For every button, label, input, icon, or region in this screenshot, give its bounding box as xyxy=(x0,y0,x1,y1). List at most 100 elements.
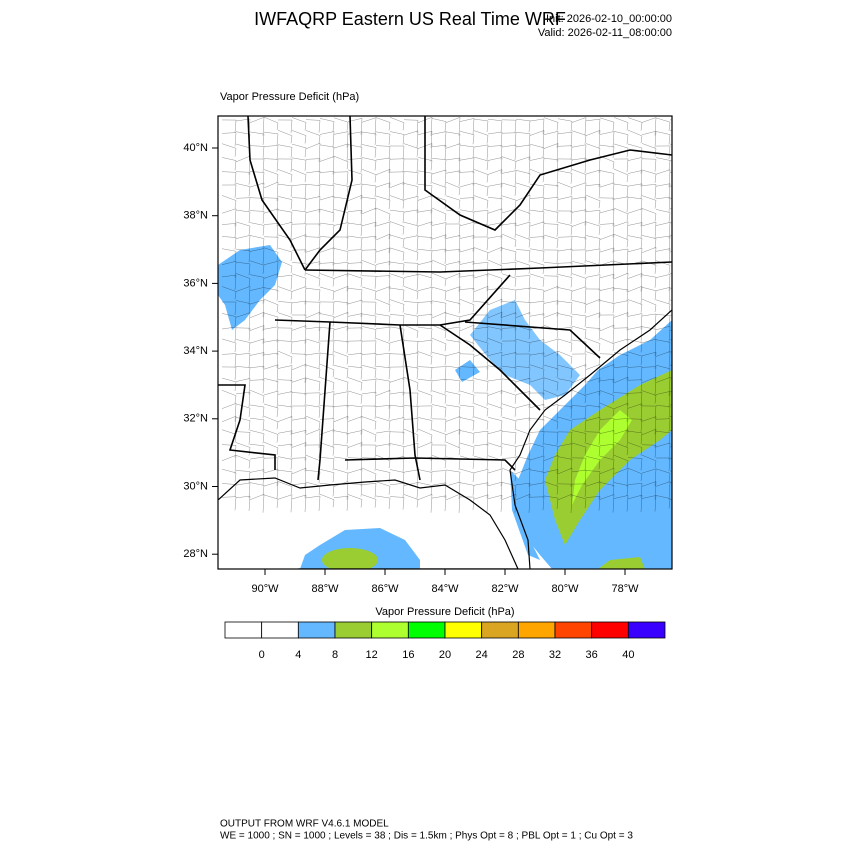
county xyxy=(641,287,657,301)
county xyxy=(319,418,335,433)
county xyxy=(431,324,447,339)
county xyxy=(431,454,447,469)
county xyxy=(333,286,349,305)
county xyxy=(221,415,237,435)
county xyxy=(473,443,489,459)
county xyxy=(487,235,503,252)
county xyxy=(599,197,615,211)
county xyxy=(263,236,279,250)
county xyxy=(613,117,629,131)
county xyxy=(417,249,433,263)
county xyxy=(263,352,279,368)
county xyxy=(627,457,643,471)
county xyxy=(361,494,377,508)
county xyxy=(249,171,265,185)
county xyxy=(571,130,587,144)
county xyxy=(249,248,265,265)
county xyxy=(515,417,531,434)
county xyxy=(627,351,643,365)
county xyxy=(319,469,335,483)
county xyxy=(473,366,489,381)
county xyxy=(627,208,643,227)
county xyxy=(501,365,517,380)
county xyxy=(375,182,391,201)
county xyxy=(529,260,545,274)
county xyxy=(445,131,461,145)
county xyxy=(375,145,391,159)
county xyxy=(473,130,489,144)
colorbar-box xyxy=(481,621,519,639)
county xyxy=(487,259,503,274)
county xyxy=(571,483,587,498)
county xyxy=(361,353,377,368)
county xyxy=(249,158,265,172)
county xyxy=(389,247,405,261)
county xyxy=(277,275,293,290)
county xyxy=(655,209,671,223)
county xyxy=(515,366,531,380)
county xyxy=(655,364,671,379)
county xyxy=(599,418,615,433)
colorbar-label: 28 xyxy=(512,649,524,661)
county xyxy=(641,298,657,313)
county xyxy=(585,364,601,383)
county xyxy=(389,195,405,209)
county xyxy=(333,481,349,500)
county xyxy=(333,273,349,292)
county xyxy=(501,378,517,392)
county xyxy=(305,223,321,238)
county xyxy=(277,365,293,382)
county xyxy=(655,430,671,445)
county xyxy=(235,131,251,145)
county xyxy=(445,300,461,314)
county xyxy=(627,261,643,278)
county xyxy=(585,298,601,318)
colorbar-label: 20 xyxy=(439,649,451,661)
county xyxy=(249,235,265,249)
county xyxy=(417,116,433,136)
county xyxy=(305,196,321,213)
county xyxy=(599,353,615,367)
county xyxy=(459,288,475,303)
county xyxy=(445,157,461,174)
county xyxy=(557,493,573,513)
county xyxy=(319,301,335,315)
county xyxy=(501,156,517,170)
county xyxy=(347,442,363,461)
county xyxy=(473,301,489,315)
county xyxy=(459,404,475,419)
county xyxy=(599,182,615,201)
county xyxy=(361,365,377,379)
county xyxy=(459,197,475,212)
county xyxy=(263,457,279,472)
county xyxy=(235,431,251,445)
county xyxy=(319,184,335,198)
county xyxy=(627,129,643,144)
county xyxy=(291,143,307,158)
county xyxy=(291,417,307,434)
county xyxy=(333,391,349,408)
county xyxy=(585,130,601,149)
county xyxy=(333,131,349,148)
county xyxy=(221,390,237,404)
colorbar-box xyxy=(444,621,483,639)
county xyxy=(585,327,601,341)
county xyxy=(417,326,433,341)
county xyxy=(487,338,503,352)
county xyxy=(277,430,293,447)
county xyxy=(235,442,251,456)
county xyxy=(221,338,237,352)
county xyxy=(473,430,489,446)
county xyxy=(487,352,503,369)
county xyxy=(319,273,335,287)
county xyxy=(445,379,461,393)
county xyxy=(627,483,643,498)
county xyxy=(501,482,517,496)
county xyxy=(459,209,475,223)
county xyxy=(277,456,293,470)
county xyxy=(305,326,321,342)
county xyxy=(613,196,629,213)
county xyxy=(459,157,475,174)
county xyxy=(235,273,251,287)
county xyxy=(445,493,461,513)
